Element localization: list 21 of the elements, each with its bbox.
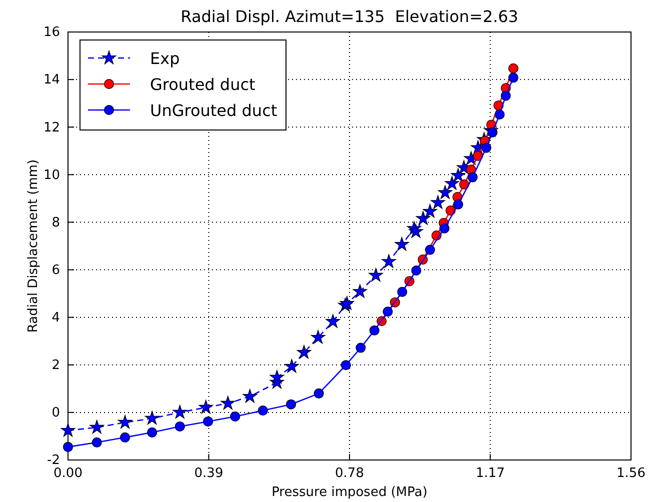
y-tick-label: 6 [52, 262, 60, 278]
y-axis-title: Radial Displacement (mm) [26, 159, 41, 333]
x-axis-title: Pressure imposed (MPa) [272, 485, 428, 500]
x-tick-label: 0.39 [194, 466, 224, 482]
y-tick-label: 4 [52, 310, 60, 326]
y-tick-label: 0 [52, 406, 60, 421]
x-tick-label: 1.17 [476, 466, 505, 482]
legend-label: Grouted duct [150, 75, 256, 94]
y-tick-label: -2 [47, 453, 60, 468]
y-tick-label: 10 [43, 168, 60, 183]
y-tick-label: 8 [52, 215, 60, 230]
x-tick-label: 0.00 [54, 466, 82, 482]
x-tick-label: 1.56 [616, 466, 646, 482]
legend-label: Exp [150, 49, 180, 68]
y-tick-label: 2 [52, 358, 60, 374]
y-tick-label: 14 [43, 72, 60, 88]
y-tick-label: 12 [43, 120, 60, 136]
x-tick-label: 0.78 [335, 466, 364, 482]
chart-title: Radial Displ. Azimut=135 Elevation=2.63 [180, 7, 518, 26]
legend-label: UnGrouted duct [150, 101, 278, 120]
y-tick-label: 16 [43, 25, 60, 40]
